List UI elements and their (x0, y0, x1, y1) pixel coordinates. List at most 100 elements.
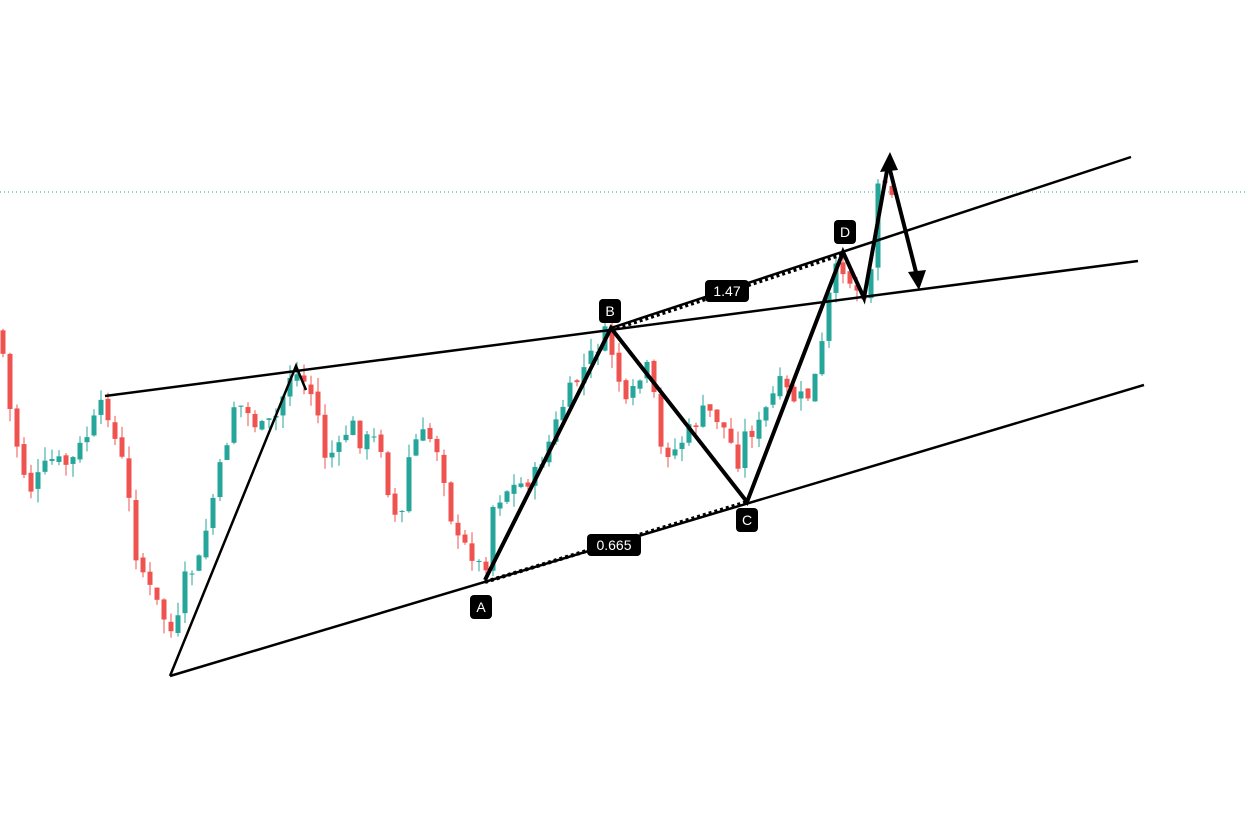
candle-body (420, 429, 426, 441)
candle-body (441, 454, 447, 483)
candle-body (693, 425, 699, 428)
candle-body (511, 484, 517, 494)
candle-body (819, 341, 825, 375)
candle-body (126, 458, 132, 498)
candle-body (77, 442, 83, 460)
candle-body (378, 434, 384, 452)
candle-body (791, 386, 797, 402)
candle-body (616, 352, 622, 382)
ratio-ac: 0.665 (596, 537, 631, 553)
candle-body (833, 263, 839, 293)
candle-body (462, 534, 468, 543)
candle-body (476, 560, 482, 562)
candle-body (700, 405, 706, 427)
label-c: C (742, 512, 752, 528)
candle-body (133, 500, 139, 561)
candle-body (469, 543, 475, 561)
point-label: C (736, 508, 758, 532)
candle-body (798, 391, 804, 399)
candles (0, 175, 895, 638)
candle-body (630, 386, 636, 398)
candle-body (770, 393, 776, 405)
candle-body (756, 419, 762, 439)
candle-body (679, 442, 685, 449)
candle-body (406, 457, 412, 512)
candle-body (357, 420, 363, 449)
candle-body (644, 361, 650, 379)
candle-body (840, 262, 846, 275)
candle-body (714, 409, 720, 423)
candle-body (413, 439, 419, 456)
abcd-leg (483, 164, 890, 581)
candle-body (168, 621, 174, 632)
candle-body (154, 587, 160, 600)
candle-body (14, 408, 20, 447)
channel-top (610, 155, 1132, 330)
candle-body (42, 460, 48, 472)
candle-body (448, 482, 454, 522)
candle-body (665, 447, 671, 458)
candle-body (119, 437, 125, 457)
candle-body (21, 444, 27, 475)
candle-body (371, 436, 377, 438)
candle-body (49, 459, 55, 461)
candle-body (217, 462, 223, 498)
candle-body (245, 407, 251, 414)
candle-body (637, 380, 643, 389)
candle-body (868, 269, 874, 299)
candle-body (385, 452, 391, 496)
candle-body (280, 396, 286, 416)
candle-body (301, 375, 307, 382)
candle-body (315, 391, 321, 416)
candle-body (651, 360, 657, 393)
candle-body (805, 388, 811, 399)
candle-body (7, 353, 13, 409)
channel-upper (104, 259, 1139, 398)
candle-body (392, 493, 398, 515)
candle-body (672, 449, 678, 456)
candle-body (63, 455, 69, 465)
candle-body (658, 393, 664, 447)
candle-body (455, 522, 461, 536)
candle-body (763, 407, 769, 421)
candle-body (728, 428, 734, 443)
trend-lines (104, 155, 1145, 678)
candle-body (203, 530, 209, 558)
candle-body (427, 427, 433, 439)
candle-body (238, 405, 244, 407)
candle-body (721, 422, 727, 428)
candle-body (322, 414, 328, 458)
candle-body (826, 292, 832, 341)
candle-body (91, 415, 97, 436)
ac-dotted (484, 500, 748, 584)
candle-body (574, 380, 580, 383)
candle-body (567, 382, 573, 407)
candle-body (812, 373, 818, 402)
point-label: A (470, 595, 492, 619)
label-d: D (840, 224, 850, 240)
candle-body (224, 445, 230, 460)
candle-body (483, 561, 489, 571)
candle-body (847, 271, 853, 284)
candle-body (231, 407, 237, 443)
candle-body (70, 457, 76, 464)
candle-body (889, 186, 895, 195)
candle-body (294, 374, 300, 381)
candle-body (266, 418, 272, 420)
candle-body (329, 452, 335, 458)
ratio-label: 1.47 (705, 280, 749, 302)
candle-body (504, 491, 510, 502)
ratio-bd: 1.47 (713, 283, 740, 299)
candle-body (553, 419, 559, 442)
label-b: B (605, 303, 614, 319)
candle-body (434, 438, 440, 453)
candle-body (490, 507, 496, 571)
candle-body (140, 557, 146, 573)
candle-body (196, 555, 202, 571)
candle-body (105, 398, 111, 421)
candle-body (518, 483, 524, 487)
projection-leg (888, 169, 920, 281)
arrow-head (908, 270, 926, 290)
candle-body (707, 404, 713, 411)
